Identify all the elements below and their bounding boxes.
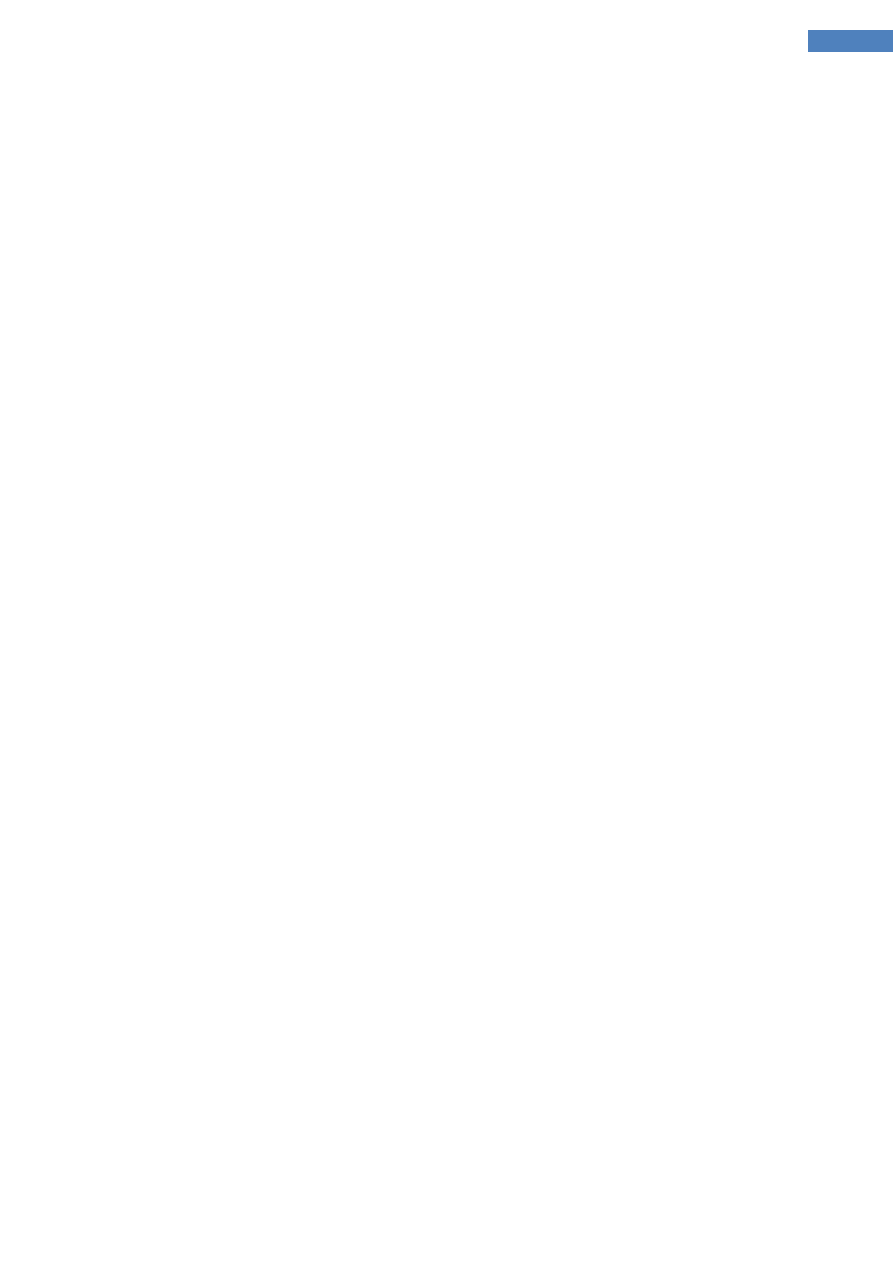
header-badge — [808, 30, 893, 52]
